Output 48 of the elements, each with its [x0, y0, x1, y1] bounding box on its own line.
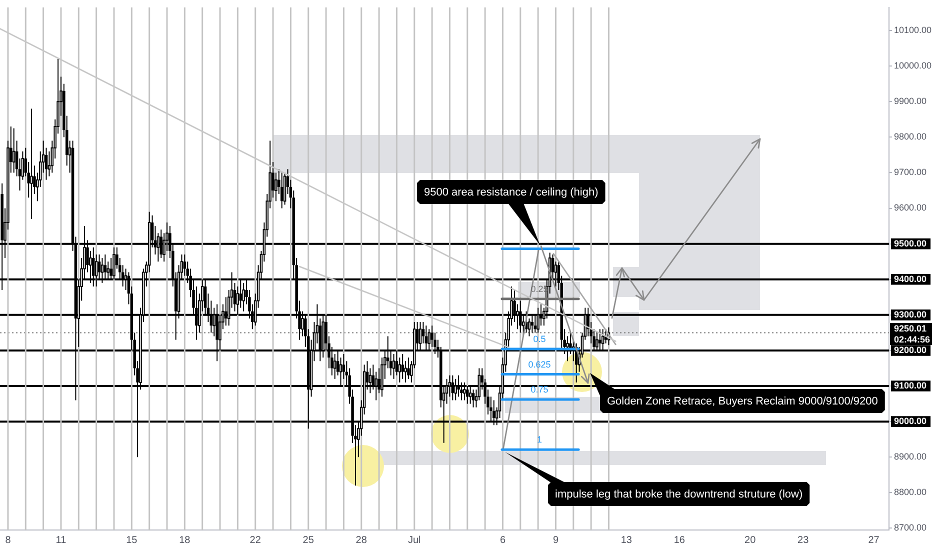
y-tick-label: 9900.00: [894, 96, 927, 106]
y-tick-label: 10100.00: [894, 24, 932, 35]
annotation: 0.625: [528, 359, 551, 370]
candlestick: [224, 296, 228, 326]
x-tick-label: Jul: [408, 534, 421, 546]
x-tick-label: 6: [500, 534, 506, 546]
x-tick-label: 15: [126, 534, 138, 546]
y-tick-label: 9800.00: [894, 132, 927, 142]
y-tick-label: 9400.00: [894, 274, 927, 284]
y-tick-label: 9300.00: [894, 309, 927, 320]
y-tick-label: 9200.00: [894, 344, 927, 355]
annotation: 0.75: [530, 384, 548, 395]
candlestick: [407, 357, 410, 380]
annotation: impulse leg that broke the downtrend struture (low): [555, 488, 803, 501]
y-tick-label: 8900.00: [894, 452, 927, 462]
x-tick-label: 22: [250, 534, 262, 546]
x-tick-label: 11: [56, 534, 67, 546]
y-tick-label: 9600.00: [894, 202, 927, 213]
candlestick: [392, 354, 396, 380]
x-tick-label: 20: [744, 534, 756, 546]
candlestick: [160, 229, 162, 259]
candlestick: [401, 354, 404, 380]
candlestick: [272, 162, 274, 198]
candlestick: [30, 108, 33, 220]
text: 02:44:56: [894, 334, 930, 344]
x-tick-label: 23: [798, 534, 810, 546]
candlestick: [242, 282, 245, 312]
y-tick-label: 9000.00: [894, 416, 927, 426]
y-tick-label: 9100.00: [894, 380, 927, 391]
annotation: 0.5: [533, 334, 546, 344]
x-tick-label: 27: [868, 534, 880, 546]
annotation: 9500 area resistance / ceiling (high): [424, 186, 598, 199]
candlestick: [12, 128, 16, 174]
annotation: Golden Zone Retrace, Buyers Reclaim 9000/9100/9200: [607, 396, 878, 408]
annotation: 1: [537, 434, 542, 445]
x-tick-label: 16: [674, 534, 686, 546]
x-tick-label: 9: [552, 534, 559, 546]
y-tick-label: 10000.00: [894, 60, 932, 71]
x-tick-label: 18: [179, 534, 191, 546]
ref-line-label: 9250.01: [894, 323, 927, 334]
y-tick-label: 8800.00: [894, 487, 927, 498]
y-tick-label: 8700.00: [894, 522, 927, 533]
x-tick-label: 8: [5, 534, 12, 546]
y-tick-label: 9500.00: [894, 238, 927, 248]
x-tick-label: 28: [356, 534, 368, 546]
y-tick-label: 9700.00: [894, 167, 927, 178]
x-tick-label: 25: [302, 534, 314, 546]
x-tick-label: 13: [620, 534, 632, 546]
